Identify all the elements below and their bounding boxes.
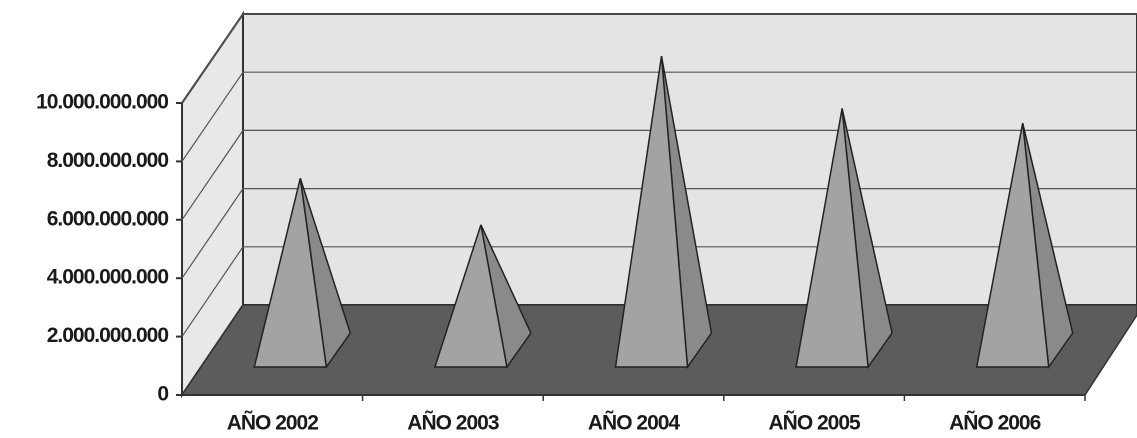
pyramid-front (433, 224, 508, 368)
y-tick-label: 0 (157, 383, 168, 406)
pyramid (614, 55, 713, 370)
y-tick-label: 8.000.000.000 (47, 149, 169, 172)
x-tick-label: AÑO 2005 (768, 412, 861, 435)
side-grid-line (181, 188, 244, 279)
pyramid (975, 122, 1074, 370)
pyramid-front (614, 55, 689, 368)
y-tick-label: 10.000.000.000 (36, 91, 168, 114)
pyramid-front (253, 178, 328, 368)
side-grid-line (181, 246, 244, 337)
side-grid-line (181, 13, 244, 104)
pyramid-front (795, 108, 869, 368)
pyramid (253, 178, 352, 369)
pyramid-front (975, 122, 1050, 368)
y-tick-label: 4.000.000.000 (47, 266, 169, 289)
x-tick-label: AÑO 2002 (227, 412, 319, 435)
y-tick-label: 6.000.000.000 (47, 207, 169, 230)
x-tick-label: AÑO 2006 (949, 412, 1041, 435)
pyramid (795, 108, 893, 370)
x-tick-label: AÑO 2004 (588, 412, 681, 435)
y-tick-label: 2.000.000.000 (47, 324, 169, 347)
side-grid-line (181, 130, 244, 221)
x-tick-label: AÑO 2003 (407, 412, 499, 435)
pyramid (433, 224, 532, 369)
side-grid-line (181, 71, 244, 162)
